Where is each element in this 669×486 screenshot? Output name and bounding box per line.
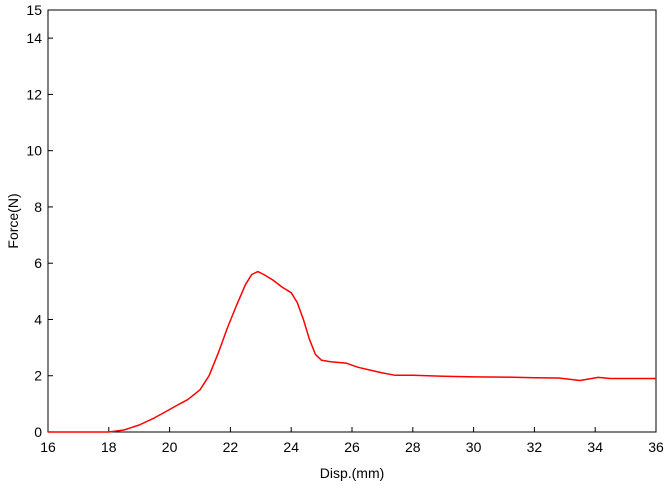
x-tick-label: 26	[344, 439, 360, 455]
x-tick-label: 32	[527, 439, 543, 455]
y-tick-label: 15	[26, 2, 42, 18]
x-tick-label: 20	[162, 439, 178, 455]
x-tick-label: 18	[101, 439, 117, 455]
x-tick-label: 28	[405, 439, 421, 455]
x-tick-label: 34	[587, 439, 603, 455]
y-tick-label: 2	[34, 368, 42, 384]
x-tick-label: 22	[223, 439, 239, 455]
y-axis-title: Force(N)	[5, 193, 21, 248]
y-tick-label: 6	[34, 255, 42, 271]
plot-area	[47, 9, 657, 433]
x-tick-label: 30	[466, 439, 482, 455]
y-tick-label: 0	[34, 424, 42, 440]
force-displacement-line	[48, 270, 656, 433]
x-tick-label: 36	[648, 439, 664, 455]
y-tick-label: 4	[34, 311, 42, 327]
x-axis-title: Disp.(mm)	[320, 465, 385, 481]
y-tick-label: 10	[26, 143, 42, 159]
y-tick-label: 12	[26, 86, 42, 102]
y-tick-label: 14	[26, 30, 42, 46]
x-tick-label: 24	[283, 439, 299, 455]
y-tick-label: 8	[34, 199, 42, 215]
x-tick-label: 16	[40, 439, 56, 455]
